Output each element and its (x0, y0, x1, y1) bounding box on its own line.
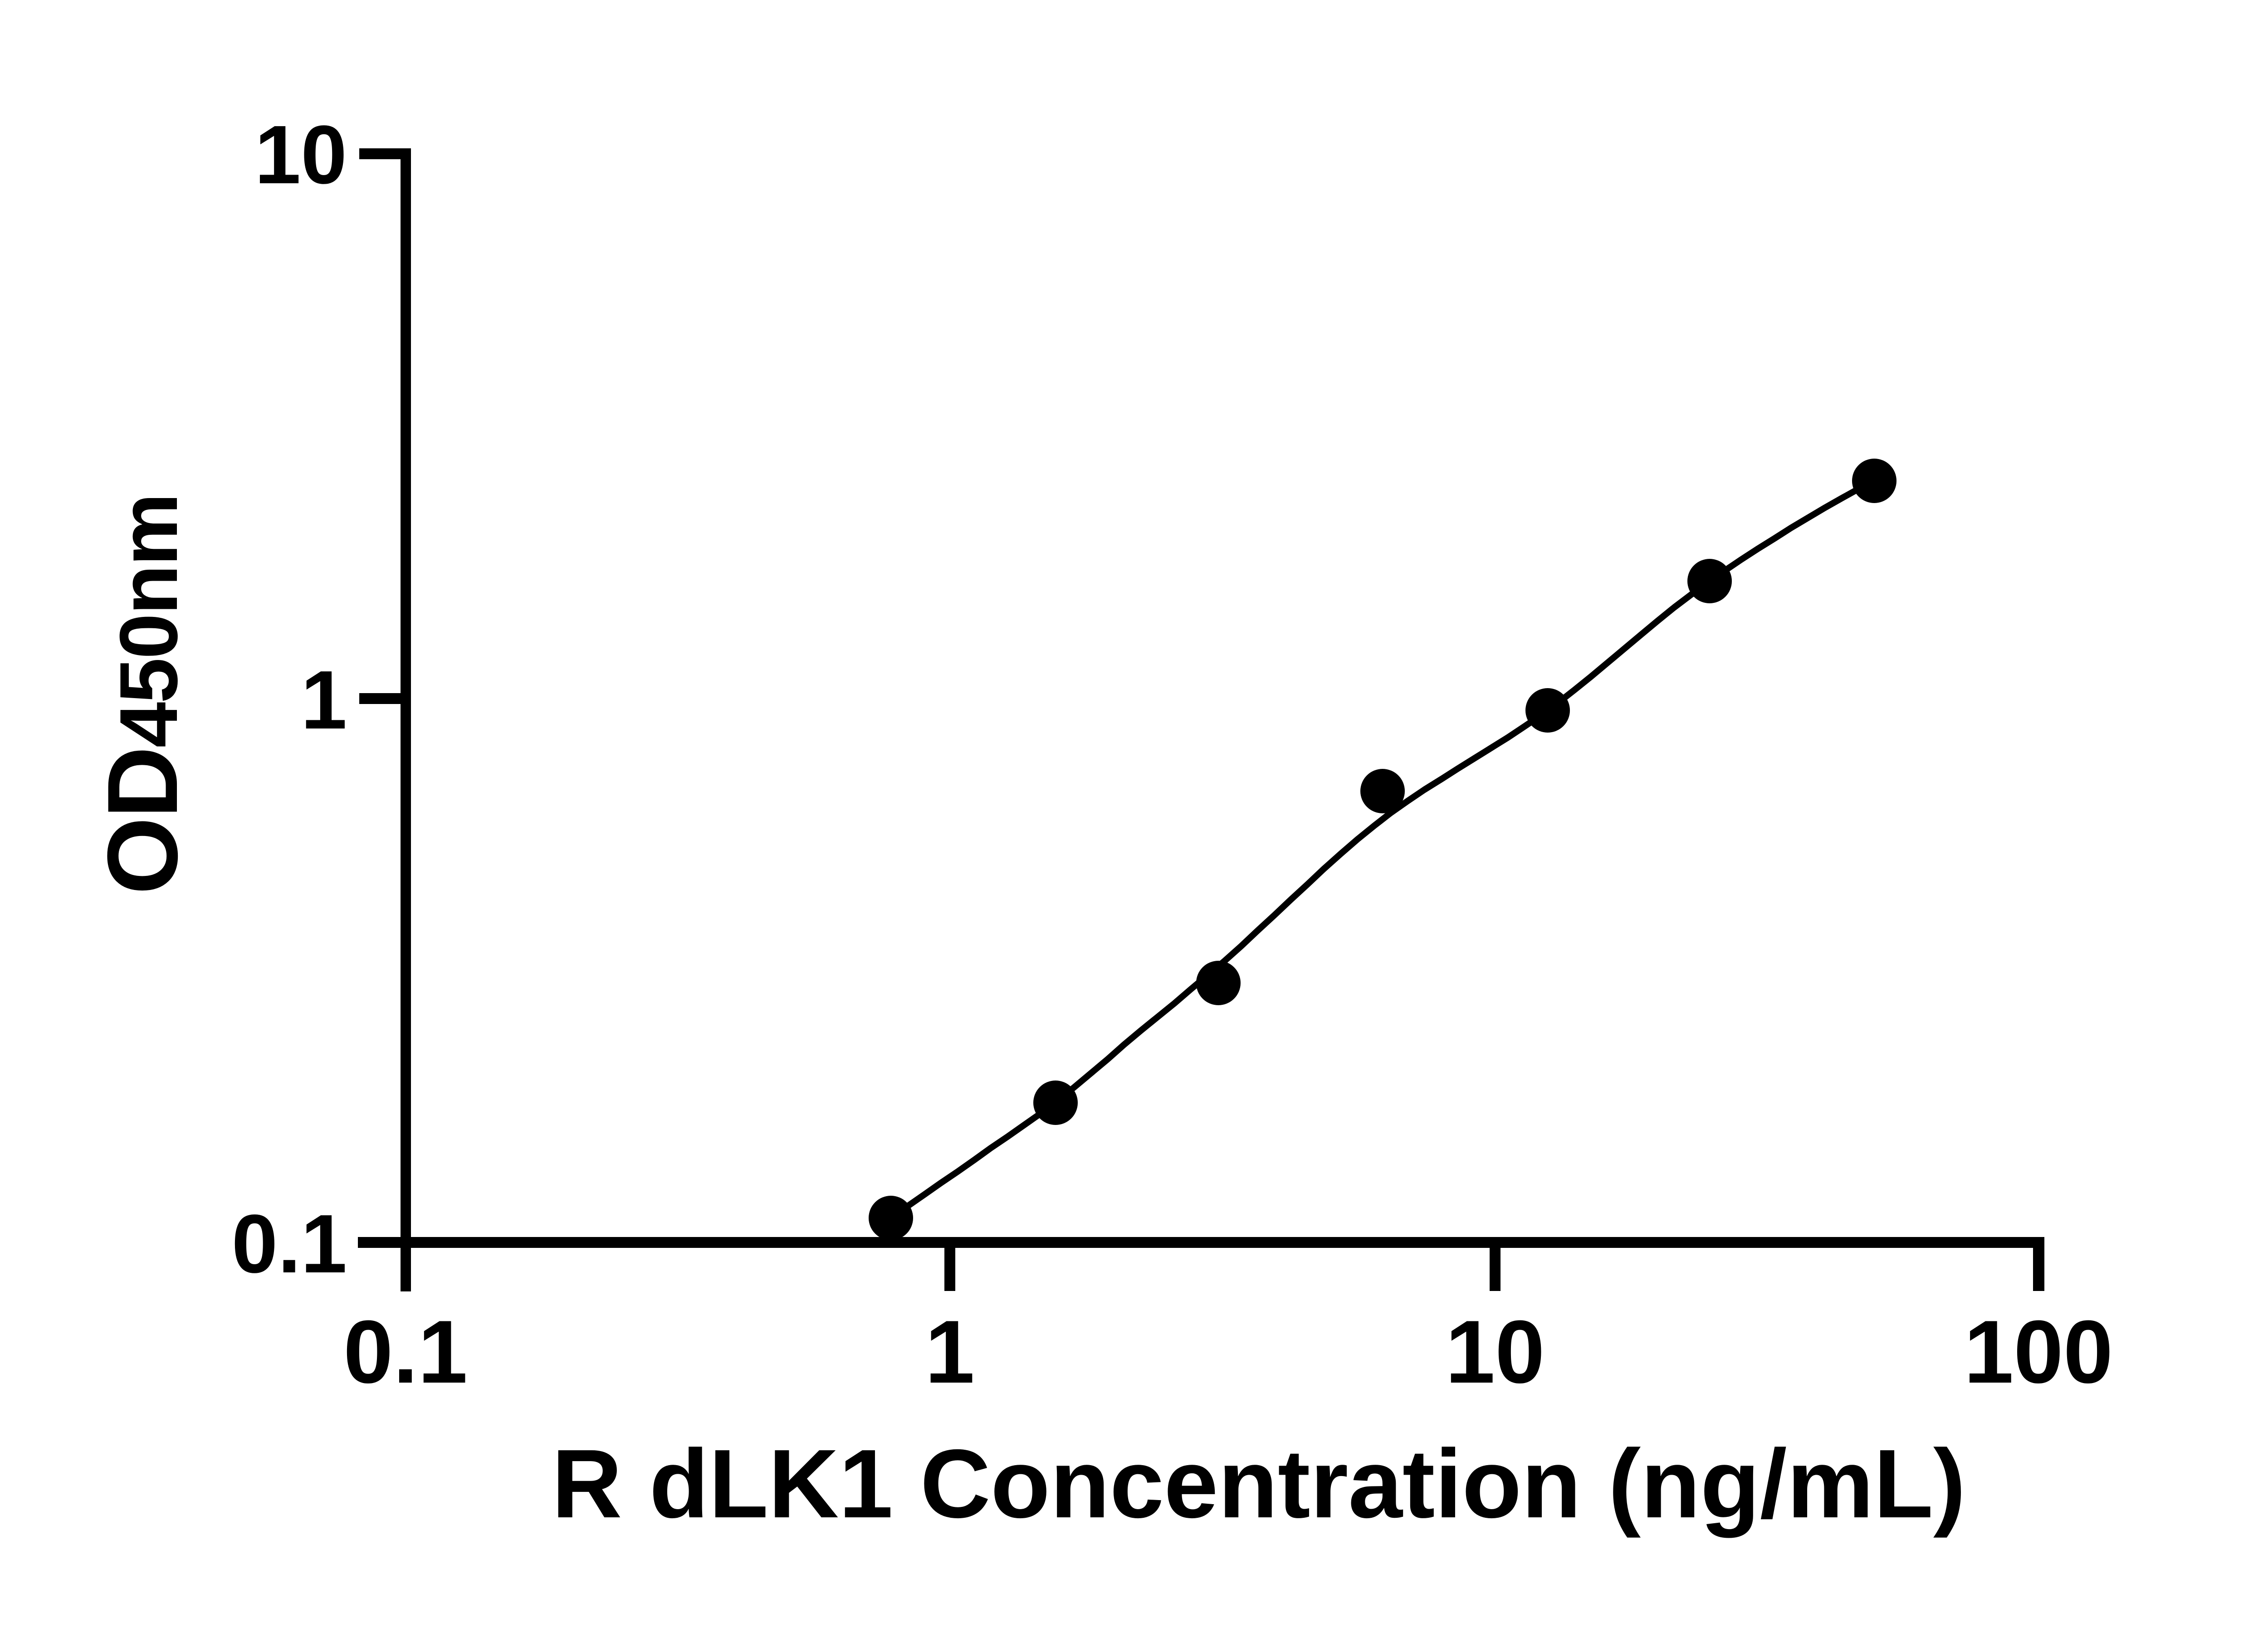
svg-text:0.1: 0.1 (232, 1197, 347, 1290)
svg-text:0.1: 0.1 (343, 1302, 468, 1402)
svg-text:R dLK1 Concentration (ng/mL): R dLK1 Concentration (ng/mL) (552, 1429, 1965, 1538)
svg-text:100: 100 (1964, 1302, 2113, 1402)
svg-text:10: 10 (254, 108, 347, 201)
svg-text:10: 10 (1445, 1302, 1545, 1402)
svg-text:OD450nm: OD450nm (87, 494, 198, 895)
svg-text:1: 1 (925, 1302, 975, 1402)
svg-text:1: 1 (301, 653, 347, 746)
